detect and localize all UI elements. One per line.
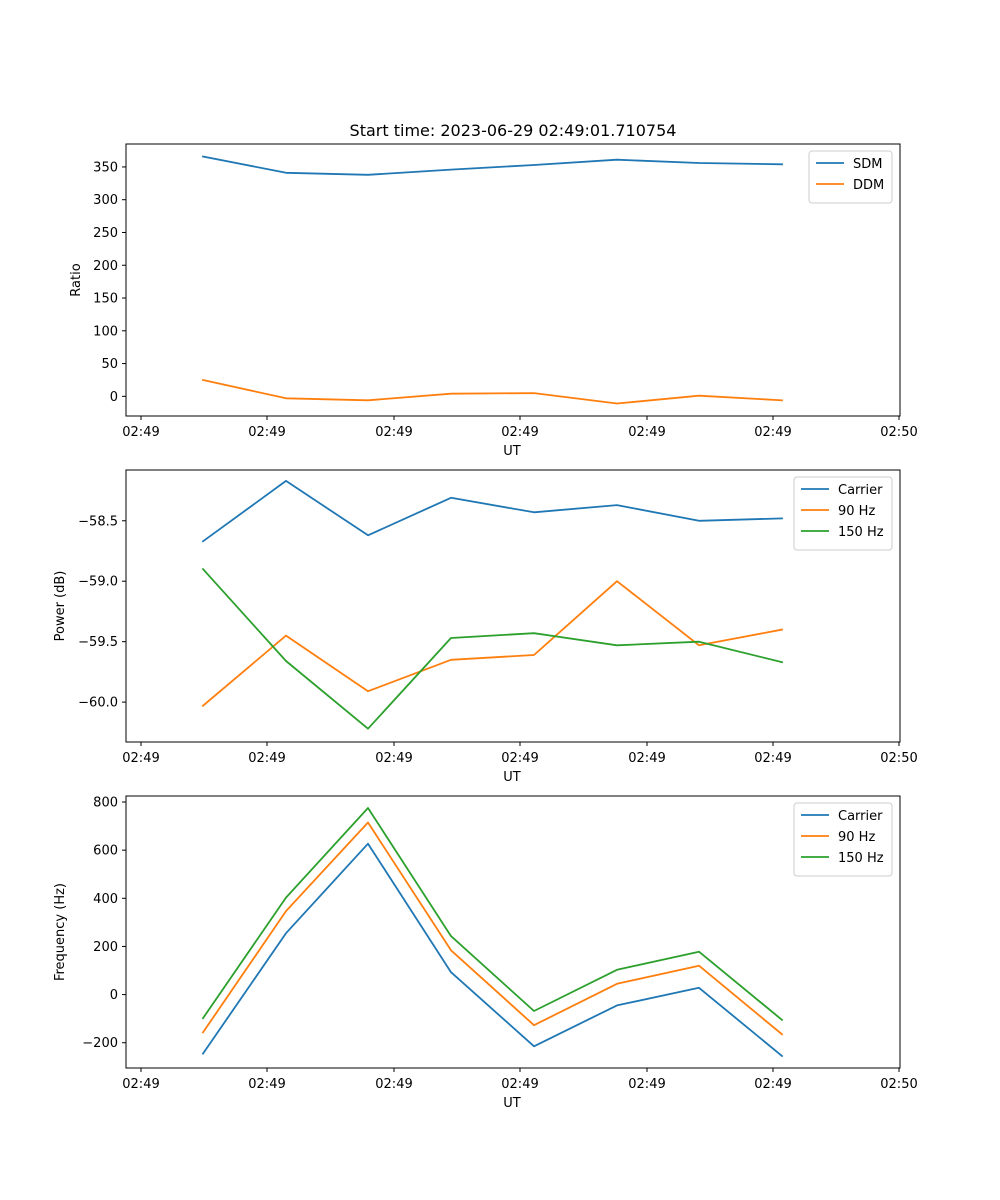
- x-tick-label: 02:49: [754, 425, 791, 440]
- series-line-150-hz: [201, 567, 784, 730]
- y-tick-label: −60.0: [78, 696, 118, 711]
- x-tick-label: 02:49: [628, 1077, 665, 1092]
- x-tick-label: 02:49: [628, 751, 665, 766]
- y-tick-label: 100: [93, 324, 118, 339]
- axes-frame: [125, 469, 901, 743]
- legend: Carrier 90 Hz 150 Hz: [793, 802, 893, 877]
- x-tick-label: 02:49: [754, 751, 791, 766]
- x-axis-label: UT: [503, 444, 521, 459]
- legend-label: Carrier: [838, 809, 883, 824]
- x-tick-label: 02:50: [880, 425, 917, 440]
- x-tick-label: 02:49: [248, 425, 285, 440]
- y-tick-label: 50: [101, 357, 118, 372]
- y-tick-label: 350: [93, 160, 118, 175]
- x-tick-label: 02:49: [501, 1077, 538, 1092]
- series-line-carrier: [201, 479, 783, 543]
- y-tick-label: 300: [93, 193, 118, 208]
- series-line-150-hz: [201, 807, 784, 1022]
- x-tick-label: 02:49: [248, 1077, 285, 1092]
- series-line-90-hz: [201, 821, 784, 1036]
- y-tick-label: −200: [82, 1036, 118, 1051]
- panels: 02:49 02:49 02:49 02:49 02:49 02:49 02:50 0 50 10…: [53, 143, 918, 1111]
- y-axis-label: Ratio: [69, 263, 84, 296]
- x-axis-label: UT: [503, 770, 521, 785]
- chart-panel-3: 02:49 02:49 02:49 02:49 02:49 02:49 02:50 800 60…: [53, 795, 918, 1111]
- y-axis-label: Frequency (Hz): [53, 883, 68, 981]
- x-tick-label: 02:49: [375, 751, 412, 766]
- legend: Carrier 90 Hz 150 Hz: [793, 476, 893, 551]
- chart-panel-2: 02:49 02:49 02:49 02:49 02:49 02:49 02:50 −58.5…: [53, 469, 918, 785]
- y-tick-label: 0: [110, 988, 118, 1003]
- y-tick-label: −59.0: [78, 575, 118, 590]
- legend-box: [808, 150, 893, 204]
- y-tick-label: 200: [93, 940, 118, 955]
- legend-label: 90 Hz: [838, 830, 875, 845]
- x-tick-label: 02:49: [501, 425, 538, 440]
- x-tick-label: 02:49: [375, 425, 412, 440]
- x-tick-label: 02:49: [248, 751, 285, 766]
- y-tick-label: 400: [93, 892, 118, 907]
- x-tick-label: 02:49: [501, 751, 538, 766]
- legend: SDM DDM: [808, 150, 893, 204]
- y-tick-label: 150: [93, 292, 118, 307]
- x-tick-label: 02:49: [375, 1077, 412, 1092]
- x-axis-label: UT: [503, 1096, 521, 1111]
- y-tick-label: 200: [93, 259, 118, 274]
- y-tick-label: −59.5: [78, 635, 118, 650]
- x-tick-label: 02:49: [628, 425, 665, 440]
- y-tick-label: 0: [110, 390, 118, 405]
- x-tick-label: 02:50: [880, 751, 917, 766]
- legend-label: 150 Hz: [838, 525, 884, 540]
- x-tick-label: 02:49: [122, 1077, 159, 1092]
- y-tick-label: 800: [93, 796, 118, 811]
- series-line-carrier: [201, 842, 784, 1058]
- legend-label: 90 Hz: [838, 504, 875, 519]
- x-tick-label: 02:49: [754, 1077, 791, 1092]
- legend-label: 150 Hz: [838, 851, 884, 866]
- x-tick-label: 02:49: [122, 751, 159, 766]
- y-axis-label: Power (dB): [53, 571, 68, 642]
- legend-label: DDM: [853, 178, 884, 193]
- x-tick-label: 02:49: [122, 425, 159, 440]
- figure-title: Start time: 2023-06-29 02:49:01.710754: [350, 121, 677, 140]
- series-line-ddm: [201, 378, 783, 405]
- series-line-sdm: [201, 155, 783, 176]
- y-tick-label: 600: [93, 844, 118, 859]
- series-line-90-hz: [201, 580, 784, 707]
- axes-frame: [125, 143, 901, 417]
- x-tick-label: 02:50: [880, 1077, 917, 1092]
- chart-panel-1: 02:49 02:49 02:49 02:49 02:49 02:49 02:50 0 50 10…: [69, 143, 918, 459]
- legend-label: SDM: [853, 157, 882, 172]
- legend-label: Carrier: [838, 483, 883, 498]
- axes-frame: [125, 795, 901, 1069]
- y-tick-label: −58.5: [78, 514, 118, 529]
- y-tick-label: 250: [93, 226, 118, 241]
